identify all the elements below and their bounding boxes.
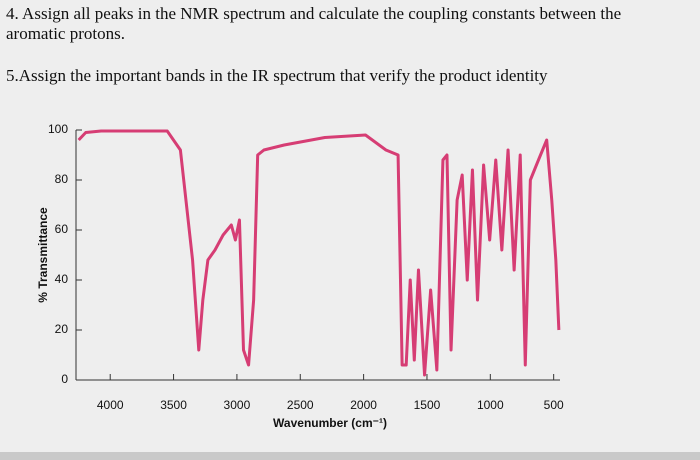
- question: 5.Assign the important bands in the IR s…: [6, 66, 548, 85]
- y-tick-label: 40: [55, 272, 69, 286]
- x-tick-label: 1500: [414, 398, 441, 412]
- x-tick-label: 3000: [224, 398, 251, 412]
- y-tick-label: 0: [61, 372, 68, 386]
- spectrum-line: [77, 129, 561, 377]
- x-tick-label: 500: [544, 398, 564, 412]
- x-tick-label: 2000: [350, 398, 377, 412]
- x-tick-label: 2500: [287, 398, 314, 412]
- x-tick-label: 4000: [97, 398, 124, 412]
- bottom-bar: [0, 452, 700, 460]
- y-tick-label: 60: [55, 222, 69, 236]
- x-tick-label: 3500: [160, 398, 187, 412]
- x-tick-label: 1000: [477, 398, 504, 412]
- question: 4. Assign all peaks in the NMR spectrum …: [6, 4, 622, 43]
- x-axis-label: Wavenumber (cm⁻¹): [273, 416, 387, 430]
- y-tick-label: 100: [48, 122, 68, 136]
- y-tick-label: 20: [55, 322, 69, 336]
- y-tick-label: 80: [55, 172, 69, 186]
- y-axis-label: % Transmittance: [36, 207, 50, 303]
